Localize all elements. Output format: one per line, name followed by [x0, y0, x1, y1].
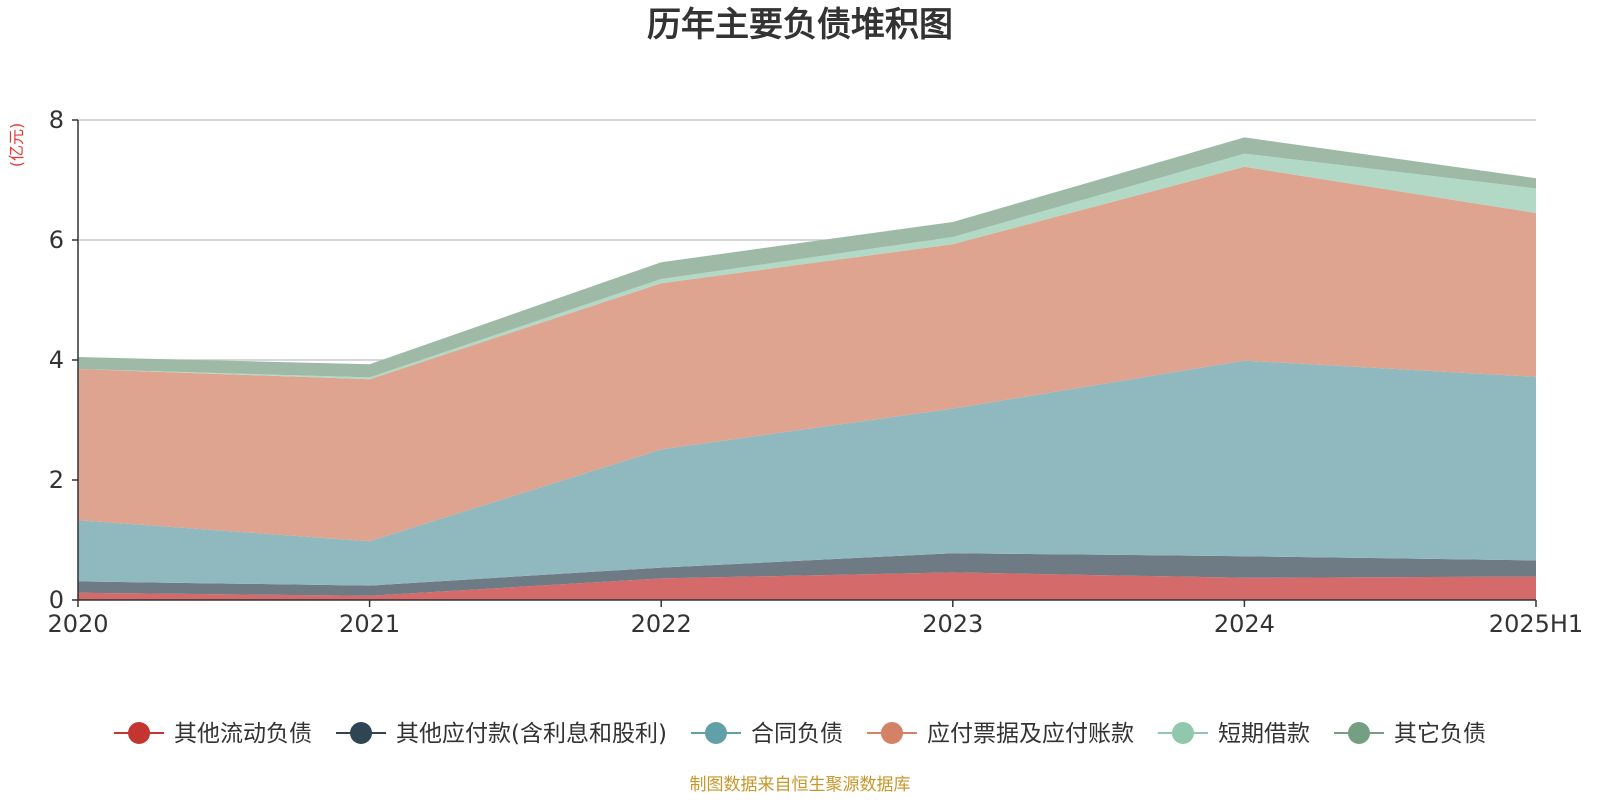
- legend[interactable]: 其他流动负债 其他应付款(含利息和股利) 合同负债 应付票据及应付账款 短期借款 其它负债: [114, 721, 1486, 747]
- legend-circle-marker: [704, 722, 727, 744]
- x-tick-label: 2021: [339, 610, 400, 638]
- legend-item[interactable]: 应付票据及应付账款: [866, 721, 1134, 747]
- x-tick-label: 2022: [631, 610, 692, 638]
- y-tick-label: 2: [49, 466, 64, 494]
- legend-circle-marker: [1171, 722, 1194, 744]
- data-source-note: 制图数据来自恒生聚源数据库: [690, 775, 911, 795]
- legend-item[interactable]: 其他流动负债: [114, 721, 312, 747]
- x-tick-label: 2020: [47, 610, 108, 638]
- legend-label: 合同负债: [751, 721, 843, 747]
- legend-item[interactable]: 短期借款: [1157, 721, 1310, 747]
- legend-circle-marker: [880, 722, 903, 744]
- y-tick-label: 6: [49, 226, 64, 254]
- legend-circle-marker: [350, 722, 373, 744]
- area-series-1: [78, 572, 1536, 600]
- area-series-3: [78, 360, 1536, 586]
- legend-label: 其他流动负债: [174, 721, 312, 747]
- area-series-5: [78, 153, 1536, 380]
- legend-label: 应付票据及应付账款: [927, 721, 1134, 747]
- area-series-6: [78, 137, 1536, 378]
- chart-title: 历年主要负债堆积图: [647, 5, 953, 45]
- legend-circle-marker: [1347, 722, 1370, 744]
- legend-label: 其他应付款(含利息和股利): [396, 721, 667, 747]
- y-tick-label: 4: [49, 346, 64, 374]
- area-series-4: [78, 166, 1536, 542]
- y-axis-unit-label: (亿元): [7, 123, 26, 168]
- area-series-layer: [78, 137, 1536, 600]
- area-series-2: [78, 553, 1536, 596]
- legend-label: 短期借款: [1218, 721, 1310, 747]
- legend-item[interactable]: 合同负债: [690, 721, 843, 747]
- legend-circle-marker: [128, 722, 151, 744]
- y-tick-label: 0: [49, 586, 64, 614]
- x-tick-label: 2024: [1214, 610, 1275, 638]
- legend-item[interactable]: 其它负债: [1333, 721, 1486, 747]
- x-tick-label: 2025H1: [1489, 610, 1583, 638]
- y-tick-label: 8: [49, 106, 64, 134]
- legend-item[interactable]: 其他应付款(含利息和股利): [336, 721, 667, 747]
- x-tick-label: 2023: [922, 610, 983, 638]
- legend-label: 其它负债: [1394, 721, 1486, 747]
- axes: 0 2 4 6 8 2020 2021 2022 2023 2024 2025H1: [47, 106, 1583, 638]
